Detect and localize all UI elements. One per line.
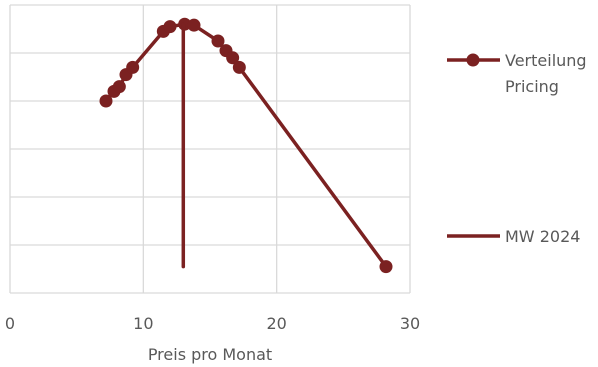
x-tick-label: 10 <box>133 314 153 333</box>
series-layer <box>99 17 393 274</box>
series-line-0 <box>104 22 388 269</box>
legend-label-0: Verteilung <box>505 51 587 70</box>
data-point <box>126 60 140 74</box>
data-point <box>99 94 113 108</box>
data-point <box>226 51 240 65</box>
x-axis-title: Preis pro Monat <box>148 345 272 364</box>
data-point <box>379 260 393 274</box>
grid-lines <box>9 4 411 294</box>
x-tick-label: 0 <box>5 314 15 333</box>
x-axis-ticks: 0 10 20 30 <box>5 314 420 333</box>
legend-label-1: MW 2024 <box>505 227 580 246</box>
data-point <box>232 60 246 74</box>
legend-marker-0 <box>466 53 480 67</box>
data-point <box>163 20 177 34</box>
data-point <box>112 80 126 94</box>
x-tick-label: 20 <box>266 314 286 333</box>
data-point <box>187 18 201 32</box>
data-point <box>211 34 225 48</box>
x-tick-label: 30 <box>400 314 420 333</box>
legend: Verteilung Pricing MW 2024 <box>447 51 587 246</box>
legend-label-0-line2: Pricing <box>505 77 559 96</box>
